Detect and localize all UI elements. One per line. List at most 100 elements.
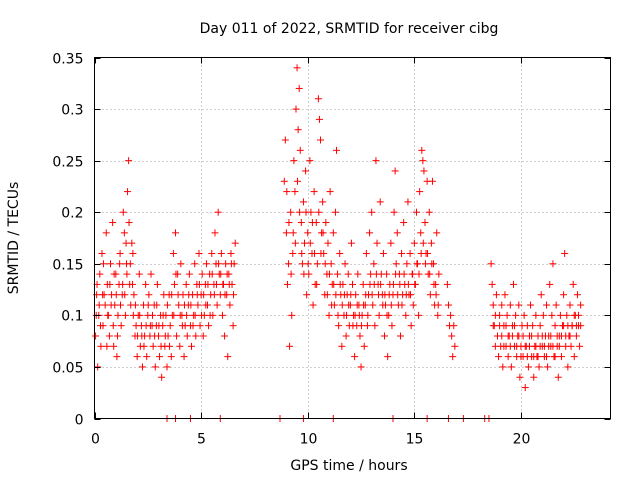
data-point: [347, 291, 355, 299]
data-point: [185, 270, 193, 278]
data-point: [177, 260, 185, 268]
x-tick-label: 0: [91, 432, 100, 448]
data-point: [426, 270, 434, 278]
data-point: [191, 260, 199, 268]
data-point: [138, 363, 146, 371]
data-point: [488, 280, 496, 288]
data-point: [135, 270, 143, 278]
data-point: [555, 342, 563, 350]
data-point: [449, 353, 457, 361]
data-point: [333, 146, 341, 154]
data-point: [219, 280, 227, 288]
data-point: [400, 270, 408, 278]
data-point: [377, 280, 385, 288]
data-point: [370, 280, 378, 288]
data-point: [131, 301, 139, 309]
data-point: [130, 291, 138, 299]
data-point: [368, 208, 376, 216]
data-point: [299, 198, 307, 206]
data-point: [283, 188, 291, 196]
data-point: [291, 239, 299, 247]
data-point: [126, 260, 134, 268]
data-point: [227, 249, 235, 257]
data-point: [110, 270, 118, 278]
data-point: [174, 291, 182, 299]
data-point: [447, 311, 455, 319]
data-point: [119, 208, 127, 216]
data-point: [560, 291, 568, 299]
data-point: [375, 291, 383, 299]
data-point: [302, 167, 310, 175]
data-point: [304, 229, 312, 237]
data-point: [424, 249, 432, 257]
data-point: [136, 311, 144, 319]
data-point: [567, 342, 575, 350]
data-point: [208, 270, 216, 278]
data-point: [229, 322, 237, 330]
data-point: [208, 249, 216, 257]
data-point: [499, 363, 507, 371]
data-point: [548, 311, 556, 319]
data-point: [187, 301, 195, 309]
data-point: [196, 322, 204, 330]
x-tick-label: 10: [300, 432, 318, 448]
data-point: [389, 280, 397, 288]
data-point: [411, 280, 419, 288]
data-point: [549, 260, 557, 268]
data-point: [300, 270, 308, 278]
data-point: [327, 260, 335, 268]
data-point: [180, 353, 188, 361]
data-point: [143, 353, 151, 361]
data-point: [415, 311, 423, 319]
data-point: [450, 322, 458, 330]
data-point: [182, 280, 190, 288]
data-point: [117, 322, 125, 330]
data-point: [410, 239, 418, 247]
data-point: [199, 332, 207, 340]
plot-frame: [94, 57, 611, 419]
data-point: [114, 311, 122, 319]
chart-title: Day 011 of 2022, SRMTID for receiver cib…: [200, 21, 499, 37]
data-point: [156, 353, 164, 361]
data-point: [340, 291, 348, 299]
data-point: [577, 322, 585, 330]
data-point: [146, 322, 154, 330]
data-point: [344, 270, 352, 278]
y-tick-label: 0.2: [61, 206, 83, 222]
data-point: [129, 249, 137, 257]
data-point: [504, 353, 512, 361]
data-point: [409, 301, 417, 309]
data-point: [388, 322, 396, 330]
data-point: [419, 157, 427, 165]
data-point: [428, 260, 436, 268]
data-point: [347, 239, 355, 247]
data-point: [202, 301, 210, 309]
data-point: [371, 322, 379, 330]
data-point: [324, 239, 332, 247]
data-point: [487, 260, 495, 268]
data-point: [151, 332, 159, 340]
data-point: [564, 363, 572, 371]
data-point: [538, 332, 546, 340]
data-point: [509, 280, 517, 288]
data-point: [217, 249, 225, 257]
data-point: [129, 311, 137, 319]
data-point: [434, 311, 442, 319]
data-point: [546, 280, 554, 288]
data-point: [363, 322, 371, 330]
data-point: [390, 208, 398, 216]
data-point: [496, 322, 504, 330]
data-point: [168, 291, 176, 299]
data-point: [163, 301, 171, 309]
data-point: [516, 373, 524, 381]
data-point: [304, 260, 312, 268]
data-point: [511, 322, 519, 330]
data-point: [319, 229, 327, 237]
data-point: [124, 188, 132, 196]
data-point: [570, 353, 578, 361]
data-point: [370, 260, 378, 268]
data-point: [334, 270, 342, 278]
data-point: [506, 301, 514, 309]
data-point: [328, 301, 336, 309]
data-point: [99, 291, 107, 299]
